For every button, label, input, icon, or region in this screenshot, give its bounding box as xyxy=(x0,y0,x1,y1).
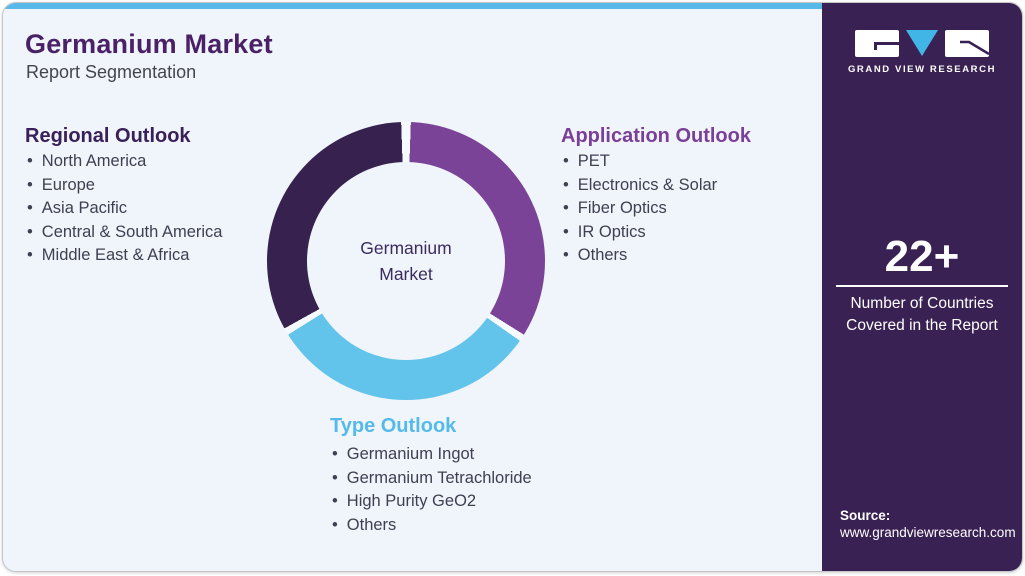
list-item: PET xyxy=(563,150,717,174)
donut-center-label-line1: Germanium xyxy=(360,238,452,258)
list-item: Middle East & Africa xyxy=(27,244,222,268)
source-block: Source: www.grandviewresearch.com xyxy=(840,507,1016,541)
source-url: www.grandviewresearch.com xyxy=(840,525,1016,540)
stat-caption: Number of Countries Covered in the Repor… xyxy=(846,295,998,334)
application-outlook-heading: Application Outlook xyxy=(561,125,751,147)
type-outlook-heading: Type Outlook xyxy=(330,415,457,437)
list-item: Europe xyxy=(27,174,222,198)
list-item: Others xyxy=(563,244,717,268)
gvr-logo-icon xyxy=(822,30,1022,57)
stat-divider xyxy=(836,285,1008,287)
donut-chart: Germanium Market xyxy=(267,122,545,400)
list-item: IR Optics xyxy=(563,221,717,245)
list-item: Fiber Optics xyxy=(563,197,717,221)
list-item: Central & South America xyxy=(27,221,223,245)
list-item: Germanium Ingot xyxy=(332,443,532,467)
donut-center: Germanium Market xyxy=(307,162,505,360)
source-label: Source: xyxy=(840,508,891,523)
list-item: High Purity GeO2 xyxy=(332,490,532,514)
page-title: Germanium Market xyxy=(25,29,273,59)
list-item: North America xyxy=(27,150,222,174)
type-outlook-list: Germanium Ingot Germanium Tetrachloride … xyxy=(332,443,532,537)
logo-g-icon xyxy=(855,30,899,57)
stat-value: 22+ xyxy=(884,232,960,281)
countries-stat: 22+ Number of Countries Covered in the R… xyxy=(822,233,1022,337)
list-item: Asia Pacific xyxy=(27,197,222,221)
regional-outlook-list: North America Europe Asia Pacific Centra… xyxy=(27,150,223,268)
logo-wordmark: GRAND VIEW RESEARCH xyxy=(847,64,997,75)
list-item: Germanium Tetrachloride xyxy=(332,467,532,491)
donut-center-label-line2: Market xyxy=(379,264,433,284)
list-item: Others xyxy=(332,514,532,538)
page-subtitle: Report Segmentation xyxy=(26,62,197,82)
application-outlook-list: PET Electronics & Solar Fiber Optics IR … xyxy=(563,150,717,268)
sidebar: GRAND VIEW RESEARCH 22+ Number of Countr… xyxy=(822,3,1022,571)
logo-r-icon xyxy=(945,30,989,57)
regional-outlook-heading: Regional Outlook xyxy=(25,125,191,147)
accent-topbar xyxy=(3,3,822,9)
list-item: Electronics & Solar xyxy=(563,174,717,198)
logo-v-icon xyxy=(906,30,938,56)
